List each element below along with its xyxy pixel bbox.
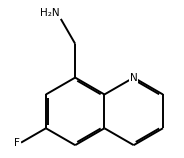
Text: F: F [14,138,20,148]
Text: H₂N: H₂N [40,8,60,18]
Text: N: N [130,73,138,83]
